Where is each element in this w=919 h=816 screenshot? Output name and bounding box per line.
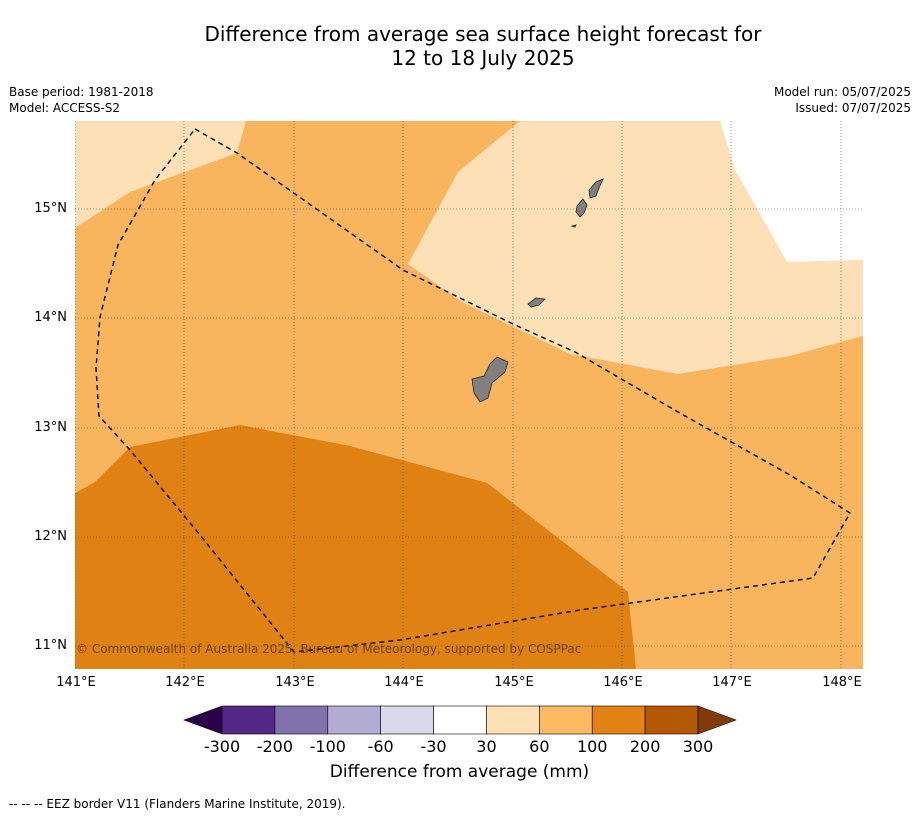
eez-legend-note: -- -- -- EEZ border V11 (Flanders Marine…: [9, 797, 346, 811]
island-tinian: [575, 198, 588, 218]
colorbar-tick-label: -200: [256, 737, 294, 756]
colorbar-tick-label: 30: [476, 737, 497, 756]
islands: [471, 178, 604, 403]
colorbar-tick-label: 200: [629, 737, 661, 756]
island-aguijan: [570, 224, 577, 228]
island-saipan: [588, 178, 604, 199]
lon-label-143e: 143°E: [275, 675, 315, 690]
region-light-northwest: [75, 121, 246, 228]
copyright-notice: © Commonwealth of Australia 2025, Bureau…: [76, 642, 582, 656]
colorbar-tick-label: 300: [682, 737, 714, 756]
colorbar-tick-label: 100: [576, 737, 608, 756]
colorbar-tick-label: -30: [420, 737, 447, 756]
lat-label-13n: 13°N: [34, 420, 67, 435]
model-name: Model: ACCESS-S2: [9, 101, 121, 115]
colorbar-title: Difference from average (mm): [329, 762, 590, 782]
colorbar-tick-label: 60: [529, 737, 550, 756]
island-guam: [471, 356, 509, 403]
lon-label-145e: 145°E: [494, 675, 534, 690]
title-line-2: 12 to 18 July 2025: [391, 46, 575, 70]
title-line-1: Difference from average sea surface heig…: [204, 22, 762, 46]
region-light-northeast: [408, 121, 863, 374]
colorbar-boxes: [221, 705, 699, 735]
island-rota: [527, 297, 546, 308]
colorbar-tick-label: -100: [309, 737, 346, 756]
lat-label-11n: 11°N: [34, 638, 67, 653]
lon-label-146e: 146°E: [603, 675, 643, 690]
eez-border: [95, 128, 851, 653]
colorbar-tick-label: -300: [203, 737, 241, 756]
lon-label-142e: 142°E: [165, 675, 205, 690]
lon-label-141e: 141°E: [56, 675, 96, 690]
colorbar-box: [274, 705, 329, 735]
region-white-northeast: [720, 121, 863, 262]
lon-label-147e: 147°E: [712, 675, 752, 690]
colorbar-box: [486, 705, 540, 735]
colorbar-box: [221, 705, 276, 735]
meta-right: Model run: 05/07/2025 Issued: 07/07/2025: [774, 84, 911, 116]
colorbar-tick-label: -60: [367, 737, 394, 756]
lon-label-148e: 148°E: [822, 675, 862, 690]
colorbar-extend-high: [697, 705, 737, 735]
base-period: Base period: 1981-2018: [9, 85, 154, 99]
map-field: [75, 121, 863, 669]
colorbar-extend-low: [183, 705, 223, 735]
colorbar-box: [327, 705, 381, 735]
colorbar-box: [539, 705, 593, 735]
colorbar-box: [591, 705, 646, 735]
colorbar-box: [433, 705, 487, 735]
issued-date: Issued: 07/07/2025: [795, 101, 911, 115]
model-run: Model run: 05/07/2025: [773, 85, 911, 99]
lat-label-14n: 14°N: [34, 310, 67, 325]
gridlines: [75, 121, 863, 669]
meta-left: Base period: 1981-2018 Model: ACCESS-S2: [9, 84, 154, 116]
region-dark-south: [75, 425, 636, 669]
colorbar-box: [380, 705, 434, 735]
colorbar-box: [644, 705, 699, 735]
lat-label-12n: 12°N: [34, 529, 67, 544]
lon-label-144e: 144°E: [384, 675, 424, 690]
lat-label-15n: 15°N: [34, 201, 67, 216]
chart-title: Difference from average sea surface heig…: [0, 22, 919, 70]
